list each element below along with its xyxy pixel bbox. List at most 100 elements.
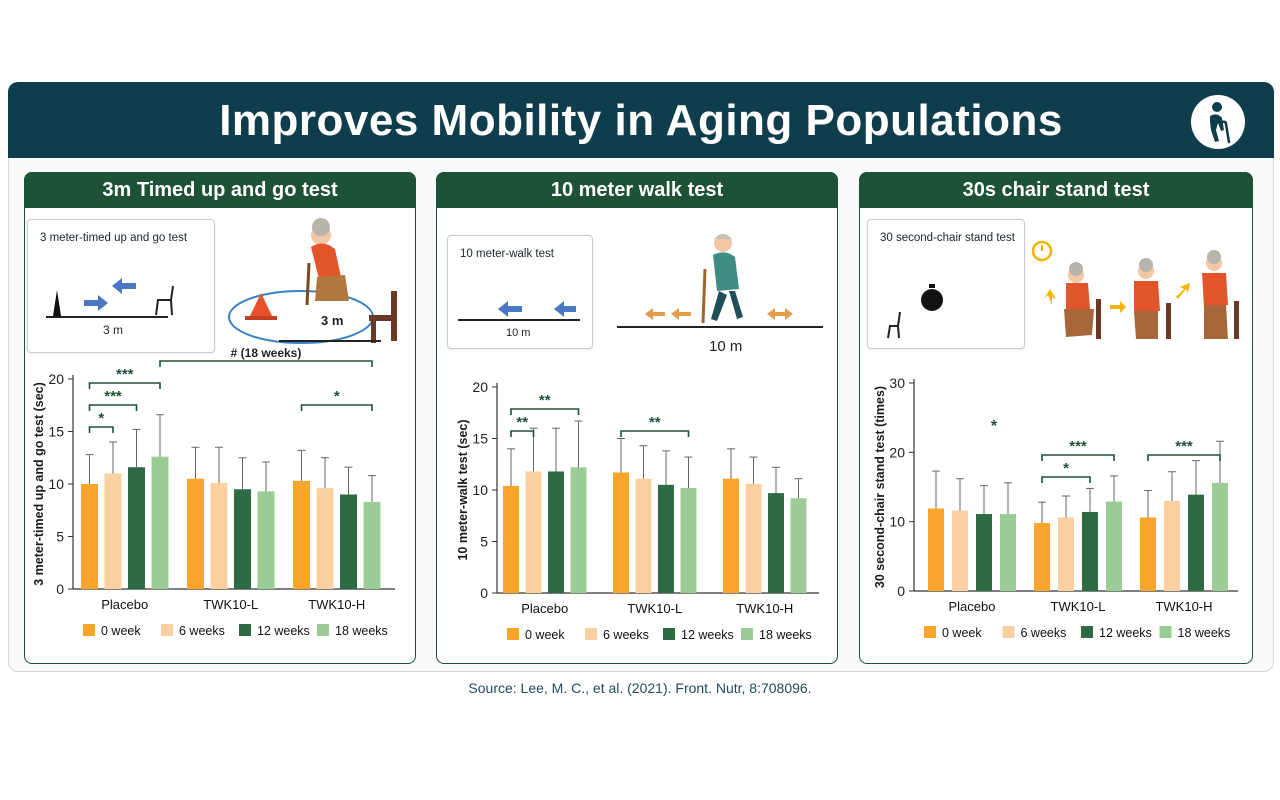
panel-tug: 3m Timed up and go test 3 meter-timed up… [24, 172, 416, 664]
significance-bracket [510, 430, 535, 437]
tug-bar-chart: 0 5 10 15 203 meter-timed up and go test (se… [32, 346, 395, 638]
bar [548, 471, 564, 593]
category-label: TWK10-H [736, 601, 793, 616]
legend-swatch [83, 624, 95, 636]
source-citation: Source: Lee, M. C., et al. (2021). Front… [468, 680, 812, 696]
y-tick-label: 10 [889, 514, 905, 530]
legend-swatch [585, 628, 597, 640]
bar [928, 508, 944, 591]
chair-diagram [887, 284, 943, 339]
significance-label: ** [516, 414, 528, 431]
legend-label: 12 weeks [1099, 626, 1152, 640]
cone-icon [53, 290, 61, 316]
bar [257, 491, 275, 589]
arrow-left-icon [498, 301, 522, 317]
bar [1212, 482, 1228, 591]
significance-label: *** [116, 366, 134, 383]
elderly-woman-sitting-icon [1064, 262, 1101, 339]
arrow-right-icon [84, 295, 108, 311]
tug-diagram: 3 m [46, 278, 174, 337]
walk-scene: 10 m [617, 234, 823, 355]
stopwatch-icon [921, 284, 943, 311]
cone-icon [245, 293, 277, 320]
arrow-left-icon [645, 308, 691, 320]
category-label: TWK10-H [308, 597, 365, 612]
significance-bracket [1041, 454, 1115, 461]
bar [680, 487, 697, 593]
panel-title: 30s chair stand test [859, 172, 1253, 208]
legend-label: 18 weeks [335, 624, 388, 638]
y-tick-label: 10 [48, 476, 64, 492]
walk-bar-chart: 0 5 10 15 20 10 meter-walk test (sec) Placebo T… [456, 379, 819, 642]
elderly-man-icon [701, 234, 743, 324]
elderly-woman-icon [305, 218, 349, 306]
y-tick-label: 20 [472, 379, 488, 395]
arrow-left-icon [554, 301, 576, 317]
significance-label: ** [539, 392, 551, 409]
bar [1188, 494, 1204, 591]
significance-label: * [334, 388, 340, 405]
chair-icon [369, 291, 397, 343]
y-tick-label: 15 [472, 431, 488, 447]
significance-label: * [991, 418, 998, 435]
significance-bracket [88, 382, 161, 389]
category-label: TWK10-L [627, 601, 682, 616]
legend-swatch [1002, 626, 1015, 638]
y-axis-label: 30 second-chair stand test (times) [873, 386, 887, 588]
arrow-left-icon [112, 278, 136, 294]
bar [104, 473, 122, 589]
y-tick-label: 20 [889, 444, 905, 460]
arrow-up-right-icon [1176, 283, 1190, 299]
bar [503, 485, 519, 593]
elderly-woman-standing-icon [1202, 250, 1239, 339]
bar [210, 482, 228, 589]
chair-scene [1031, 240, 1239, 339]
y-tick-label: 0 [56, 581, 64, 597]
double-arrow-icon [767, 308, 793, 320]
legend-swatch [741, 628, 753, 640]
category-label: Placebo [521, 601, 568, 616]
distance-label: 10 m [709, 338, 742, 355]
bar [128, 467, 145, 589]
significance-bracket [159, 360, 373, 367]
bar [570, 467, 587, 593]
bar [1106, 501, 1122, 591]
legend-label: 0 week [525, 628, 565, 642]
category-label: Placebo [101, 597, 148, 612]
category-label: TWK10-L [203, 597, 258, 612]
bar [745, 483, 762, 593]
illustration-label: 30 second-chair stand test [880, 232, 1015, 244]
chair-icon [887, 311, 901, 339]
legend-label: 0 week [942, 626, 982, 640]
bar [187, 478, 204, 589]
legend-swatch [924, 626, 936, 638]
y-tick-label: 5 [480, 534, 488, 550]
y-tick-label: 5 [56, 529, 64, 545]
page-title: Improves Mobility in Aging Populations [219, 96, 1063, 145]
bar [790, 498, 807, 593]
distance-label: 3 m [321, 313, 343, 328]
y-tick-label: 0 [897, 583, 905, 599]
distance-label: 3 m [103, 323, 123, 337]
arrow-up-icon [1044, 289, 1056, 305]
bar [976, 514, 992, 591]
significance-bracket [1041, 476, 1091, 483]
significance-bracket [510, 408, 580, 415]
illustration-label: 10 meter-walk test [460, 248, 554, 260]
panel-10mwt: 10 meter walk test 10 meter-walk test 10… [436, 172, 838, 664]
bar [151, 456, 169, 589]
significance-bracket [620, 430, 690, 437]
bar [723, 478, 739, 593]
legend-swatch [1081, 626, 1093, 638]
elderly-person-with-cane-icon [1191, 95, 1245, 149]
panel-chair-stand: 30s chair stand test 30 second-chair sta… [859, 172, 1253, 664]
category-label: TWK10-H [1155, 599, 1212, 614]
y-tick-label: 15 [48, 424, 64, 440]
tug-illustration-box: 3 meter-timed up and go test 3 m [27, 219, 215, 353]
bar [1058, 517, 1074, 591]
significance-bracket [300, 404, 373, 411]
y-tick-label: 30 [889, 375, 905, 391]
tug-scene: 3 m [228, 218, 397, 344]
illustration-label: 3 meter-timed up and go test [40, 232, 188, 244]
significance-bracket [1147, 454, 1221, 461]
